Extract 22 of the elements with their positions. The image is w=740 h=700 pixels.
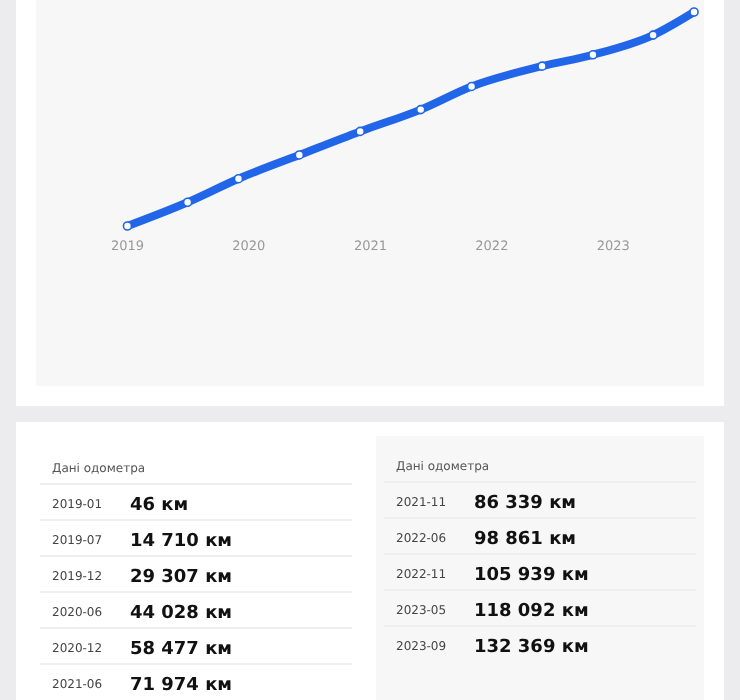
text: 44 028 км [130, 604, 233, 624]
text: 46 км [130, 496, 189, 516]
text: 14 710 км [130, 532, 233, 552]
point [182, 197, 193, 208]
text: 98 861 км [474, 530, 577, 550]
point [355, 126, 365, 137]
text: 132 369 км [474, 638, 589, 658]
point [588, 50, 598, 60]
text: 105 939 км [474, 566, 589, 586]
text: 29 307 км [130, 568, 233, 588]
point [466, 81, 477, 92]
point [537, 61, 547, 71]
text: 118 092 км [474, 602, 589, 622]
point [689, 7, 699, 17]
text: 71 974 км [130, 676, 233, 696]
point [294, 150, 305, 160]
point [648, 30, 658, 40]
point [122, 221, 133, 231]
point [233, 173, 244, 184]
text: 58 477 км [130, 640, 233, 660]
text: 86 339 км [474, 494, 577, 514]
point [415, 104, 426, 115]
